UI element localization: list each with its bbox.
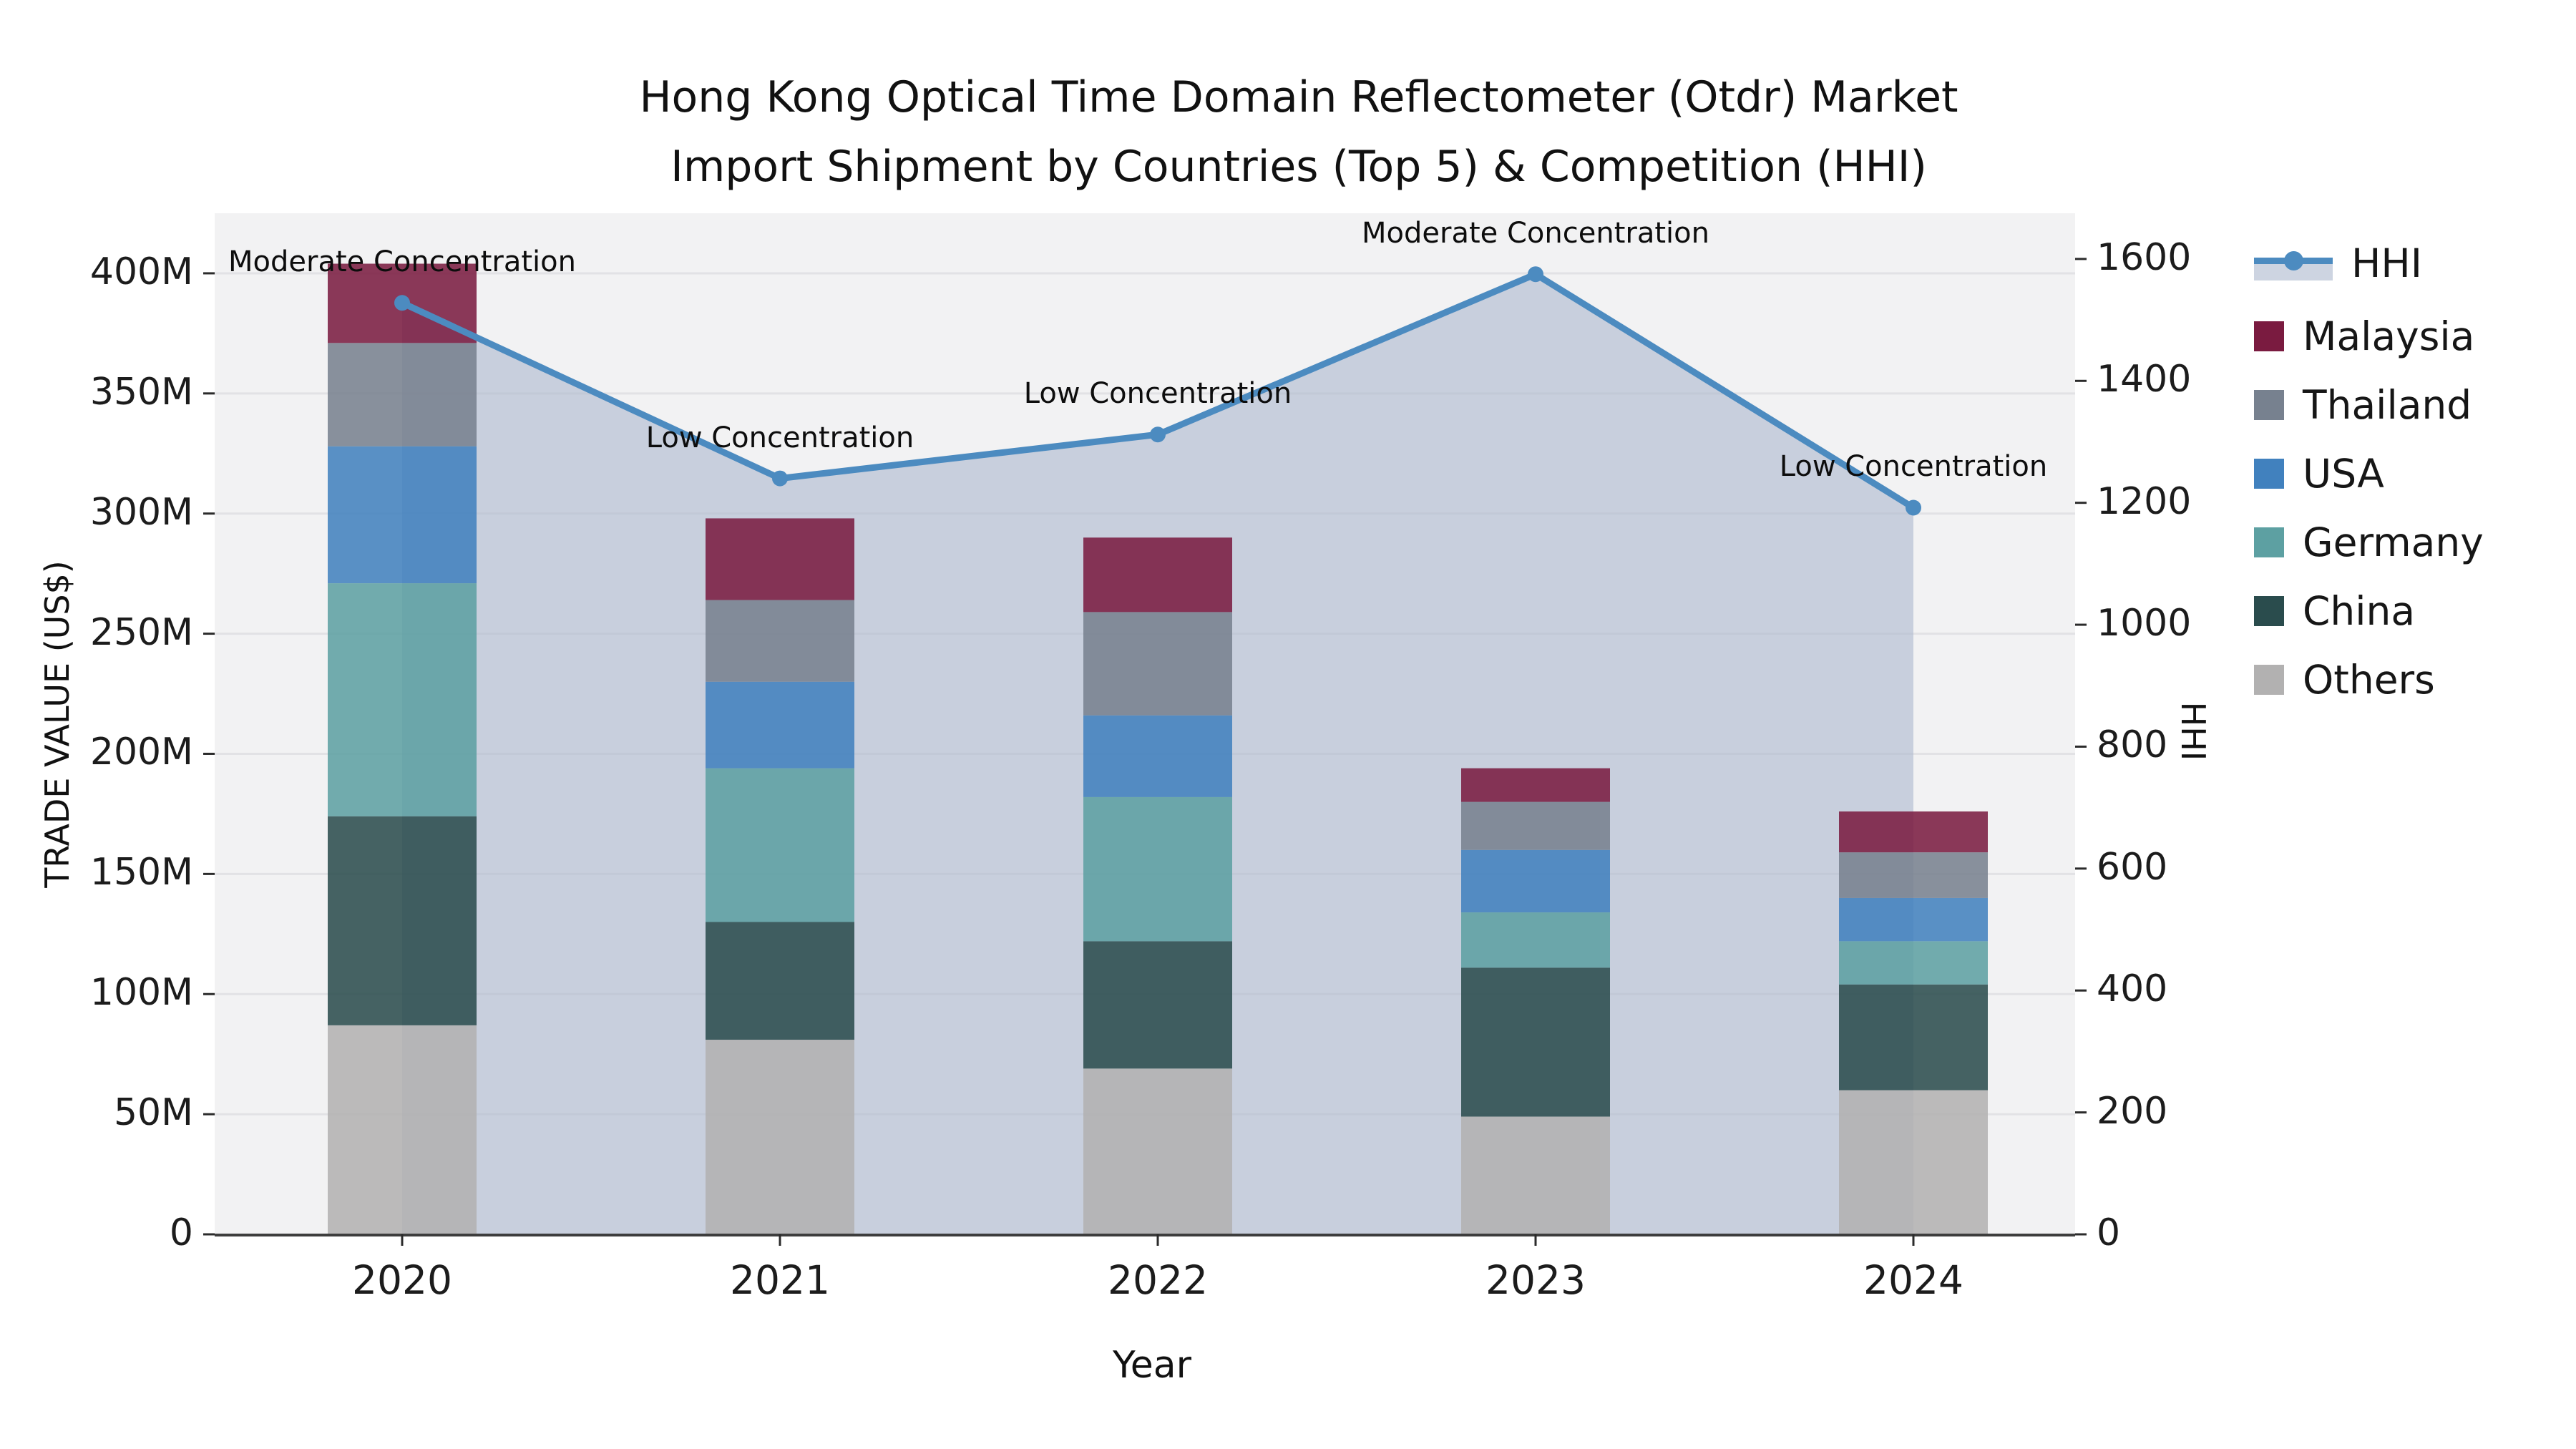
legend-label-hhi: HHI [2351, 240, 2422, 286]
legend-swatch-china [2254, 596, 2284, 626]
y-right-tick-label: 1600 [2097, 235, 2192, 279]
x-tick-label: 2022 [1108, 1257, 1208, 1303]
legend-label-germany: Germany [2303, 519, 2484, 565]
hhi-marker-2022 [1150, 426, 1166, 443]
bar-segment-2020-others [328, 1025, 477, 1234]
y-right-tick-label: 800 [2097, 723, 2168, 767]
bar-segment-2024-others [1839, 1090, 1988, 1234]
y-right-tick-label: 600 [2097, 845, 2168, 889]
legend-entry-hhi: HHI [2254, 229, 2422, 298]
legend-entry-others: Others [2254, 645, 2435, 714]
legend-swatch-malaysia [2254, 321, 2284, 351]
legend-entry-germany: Germany [2254, 508, 2484, 577]
bar-segment-2020-thailand [328, 343, 477, 447]
y-left-tick-label: 300M [89, 490, 193, 534]
legend-swatch-usa [2254, 459, 2284, 489]
bar-segment-2021-germany [706, 768, 854, 922]
y-right-tick-label: 200 [2097, 1089, 2168, 1133]
y-left-axis-label: TRADE VALUE (US$) [38, 560, 77, 888]
bar-segment-2023-germany [1461, 912, 1610, 968]
bar-segment-2024-germany [1839, 941, 1988, 985]
hhi-marker-swatch [2284, 251, 2303, 270]
legend-entry-thailand: Thailand [2254, 371, 2472, 439]
bar-segment-2021-others [706, 1040, 854, 1234]
hhi-annotation: Low Concentration [645, 421, 914, 454]
y-left-tick-label: 250M [89, 610, 193, 654]
hhi-marker-2024 [1906, 499, 1921, 516]
x-tick-label: 2021 [730, 1257, 830, 1303]
x-tick-label: 2020 [352, 1257, 452, 1303]
bar-segment-2022-others [1083, 1068, 1232, 1234]
x-tick-label: 2023 [1485, 1257, 1586, 1303]
bar-segment-2024-thailand [1839, 852, 1988, 898]
y-right-tick-label: 1200 [2097, 479, 2192, 523]
hhi-marker-2020 [394, 295, 410, 311]
hhi-annotation: Moderate Concentration [228, 245, 576, 279]
bar-segment-2022-germany [1083, 796, 1232, 942]
bar-segment-2024-usa [1839, 897, 1988, 942]
bar-segment-2021-usa [706, 681, 854, 769]
legend-entry-china: China [2254, 577, 2415, 645]
y-right-tick-label: 0 [2097, 1211, 2121, 1254]
y-left-tick-label: 0 [169, 1211, 193, 1254]
chart-title-line1: Hong Kong Optical Time Domain Reflectome… [639, 72, 1958, 122]
bar-segment-2023-malaysia [1461, 768, 1610, 802]
bar-segment-2020-germany [328, 583, 477, 816]
legend-swatch-others [2254, 665, 2284, 695]
y-left-tick-label: 350M [89, 370, 193, 414]
legend-label-malaysia: Malaysia [2303, 313, 2475, 359]
hhi-marker-2023 [1528, 266, 1543, 283]
bar-segment-2024-china [1839, 984, 1988, 1091]
bar-segment-2023-thailand [1461, 801, 1610, 850]
bar-segment-2023-others [1461, 1116, 1610, 1234]
bar-segment-2021-thailand [706, 600, 854, 682]
bar-segment-2023-usa [1461, 849, 1610, 913]
y-right-tick-label: 400 [2097, 967, 2168, 1011]
bar-segment-2022-malaysia [1083, 537, 1232, 613]
bar-segment-2024-malaysia [1839, 811, 1988, 853]
y-right-tick-label: 1000 [2097, 602, 2192, 645]
legend-label-thailand: Thailand [2303, 382, 2472, 428]
legend-label-others: Others [2303, 657, 2435, 703]
legend-label-china: China [2303, 588, 2416, 634]
y-right-axis-label: HHI [2174, 701, 2212, 761]
bar-segment-2022-usa [1083, 715, 1232, 797]
y-left-tick-label: 150M [89, 851, 193, 894]
chart-title-line2: Import Shipment by Countries (Top 5) & C… [670, 142, 1927, 192]
legend-entry-usa: USA [2254, 439, 2384, 508]
y-left-tick-label: 200M [89, 731, 193, 774]
legend-entry-malaysia: Malaysia [2254, 302, 2474, 371]
legend-swatch-germany [2254, 527, 2284, 557]
hhi-marker-2021 [772, 470, 788, 487]
hhi-annotation: Low Concentration [1023, 377, 1292, 411]
x-tick-label: 2024 [1863, 1257, 1963, 1303]
bar-segment-2020-china [328, 816, 477, 1025]
bar-segment-2022-thailand [1083, 612, 1232, 716]
legend-swatch-thailand [2254, 390, 2284, 420]
y-right-tick-label: 1400 [2097, 358, 2192, 401]
legend: HHI Malaysia Thailand USA Germany China Others [2254, 229, 2569, 730]
bar-segment-2021-china [706, 922, 854, 1040]
y-left-tick-label: 100M [89, 971, 193, 1015]
hhi-annotation: Low Concentration [1779, 450, 2048, 484]
bar-segment-2023-china [1461, 967, 1610, 1117]
y-left-tick-label: 400M [89, 250, 193, 293]
bar-segment-2021-malaysia [706, 518, 854, 600]
bar-segment-2020-usa [328, 446, 477, 584]
hhi-annotation: Moderate Concentration [1362, 217, 1709, 250]
x-axis-label: Year [1112, 1344, 1192, 1387]
legend-label-usa: USA [2303, 451, 2384, 497]
hhi-legend-glyph [2254, 242, 2333, 285]
bar-segment-2022-china [1083, 941, 1232, 1069]
chart-title: Hong Kong Optical Time Domain Reflectome… [440, 63, 2157, 202]
y-left-tick-label: 50M [113, 1091, 193, 1135]
